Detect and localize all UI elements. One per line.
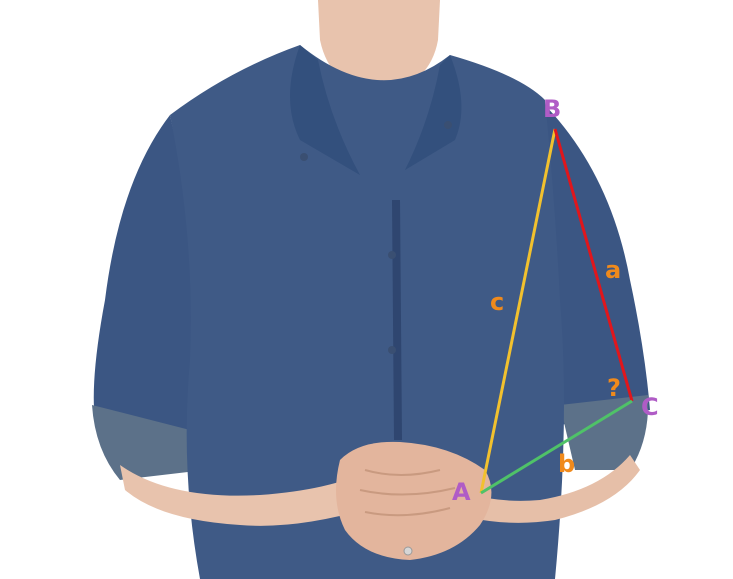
left-sleeve <box>93 115 210 450</box>
vertex-label-c: C <box>641 393 659 421</box>
right-sleeve <box>540 100 650 425</box>
ring <box>403 546 413 556</box>
button-placket <box>392 200 402 440</box>
collar-left <box>290 45 360 175</box>
left-forearm <box>120 465 380 526</box>
side-label-b: b <box>558 450 575 478</box>
finger-lines <box>359 469 456 517</box>
person-illustration <box>92 0 650 579</box>
left-cuff <box>92 405 205 480</box>
shirt-body <box>170 45 564 579</box>
vertex-label-b: B <box>543 95 561 123</box>
right-cuff <box>560 395 649 470</box>
side-label-a: a <box>605 256 621 284</box>
shirt-button <box>388 251 396 259</box>
shirt-button <box>444 121 452 129</box>
collar-right <box>405 55 462 170</box>
angle-unknown-label: ? <box>607 374 621 402</box>
side-a-line <box>553 128 634 402</box>
vertex-label-a: A <box>452 478 471 506</box>
neck <box>318 0 440 95</box>
side-b-line <box>480 399 633 495</box>
shirt-button <box>388 346 396 354</box>
side-label-c: c <box>490 288 504 316</box>
shirt-button <box>300 153 308 161</box>
side-c-line <box>479 128 557 494</box>
triangle <box>479 128 634 495</box>
clasped-hands <box>336 441 492 560</box>
